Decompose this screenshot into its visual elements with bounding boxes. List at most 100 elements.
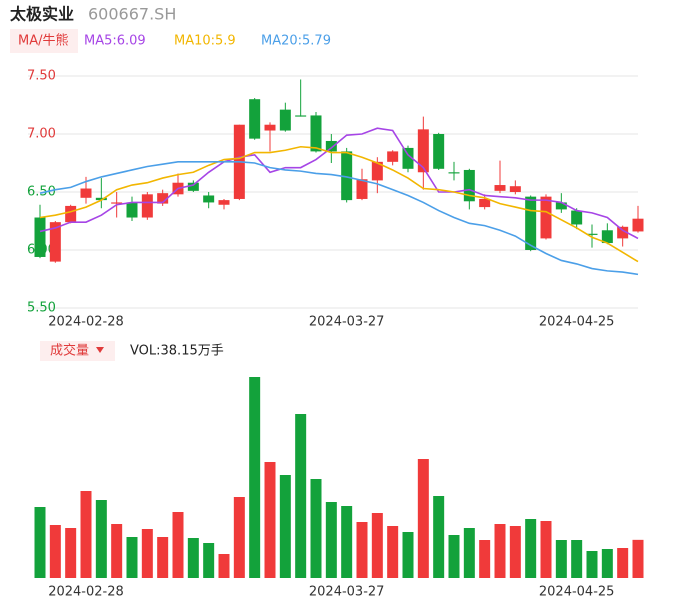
volume-bar [479,540,491,578]
candle-body [509,186,521,192]
volume-bar [325,502,337,578]
candle-body [203,195,215,203]
volume-bar [402,532,414,578]
volume-bar [111,524,123,578]
volume-bar [295,414,307,578]
volume-bar [172,512,184,578]
y-tick-label: 5.50 [27,301,56,316]
candle-body [463,169,475,202]
candle-body [433,134,445,169]
volume-bar [49,525,61,578]
volume-bar [617,548,629,578]
volume-bar [34,507,46,578]
volume-bar [571,540,583,578]
candle-body [218,200,230,205]
volume-bar [264,462,276,578]
legend-entry: MA10:5.9 [174,34,236,49]
candle-body [387,151,399,162]
x-tick-label: 2024-02-28 [48,585,124,600]
stock-code: 600667.SH [88,5,176,24]
candle-body [295,115,307,117]
candle-body [494,185,506,191]
dropdown-icon[interactable] [96,347,104,353]
candle-body [356,179,368,199]
volume-bar [371,513,383,578]
candle-body [586,233,598,235]
volume-bar [632,539,644,578]
candle-body [111,202,123,204]
candle-body [95,197,107,201]
candle-body [34,217,46,257]
candle-body [279,109,291,131]
volume-bar [417,459,429,578]
volume-title-bg[interactable] [40,341,115,361]
y-tick-label: 7.00 [27,127,56,142]
volume-bar [448,535,460,578]
candle-body [632,218,644,232]
x-tick-label: 2024-03-27 [309,315,385,330]
volume-bar [249,377,261,578]
ma-line [39,161,639,276]
legend-title-bg[interactable] [10,29,78,53]
stock-name: 太极实业 [9,5,74,24]
legend-entry: MA5:6.09 [84,34,146,49]
x-tick-label: 2024-02-28 [48,315,124,330]
volume-bar [65,528,77,578]
candle-body [157,193,169,204]
candle-body [126,202,138,218]
y-tick-label: 7.50 [27,69,56,84]
volume-bar [141,529,153,578]
candle-body [601,230,613,244]
volume-bar [540,521,552,578]
volume-bar [187,538,199,578]
candle-body [402,147,414,169]
ma-line [39,145,639,263]
candle-body [617,226,629,239]
volume-bar [601,549,613,578]
volume-title[interactable]: 成交量 [50,343,89,359]
x-tick-label: 2024-03-27 [309,585,385,600]
candle-body [325,140,337,152]
volume-bar [279,475,291,578]
candle-body [65,205,77,223]
volume-bar [586,551,598,578]
volume-bar [157,537,169,578]
legend-entry: MA20:5.79 [261,34,331,49]
candle-body [49,222,61,262]
volume-bar [341,506,353,578]
volume-bar [95,500,107,578]
candle-body [417,129,429,173]
volume-bar [233,497,245,578]
legend-title[interactable]: MA/牛熊 [18,33,69,49]
candle-body [187,182,199,191]
volume-bar [555,540,567,578]
candle-body [525,196,537,250]
x-tick-label: 2024-04-25 [539,585,615,600]
candle-body [448,172,460,174]
volume-bar [525,519,537,578]
volume-bar [356,522,368,578]
candle-body [371,161,383,181]
candle-body [571,210,583,225]
volume-bar [126,537,138,578]
volume-bar [509,526,521,578]
candle-body [555,202,567,210]
candle-body [249,99,261,139]
volume-bar [203,543,215,578]
volume-bar [310,479,322,578]
volume-bar [80,491,92,578]
candle-body [540,196,552,239]
candle-body [141,194,153,218]
volume-label: VOL:38.15万手 [130,344,224,359]
candle-body [264,124,276,131]
volume-bar [433,496,445,578]
candle-body [80,188,92,198]
candle-body [341,151,353,201]
candle-body [310,115,322,152]
y-tick-label: 6.50 [27,185,56,200]
ma-line [39,127,639,240]
volume-bar [463,528,475,578]
candle-body [479,198,491,208]
volume-bar [387,526,399,578]
